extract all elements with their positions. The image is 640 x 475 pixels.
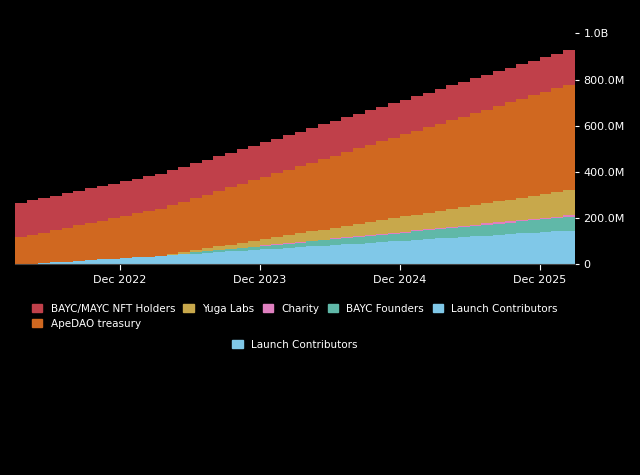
Legend: Launch Contributors: Launch Contributors xyxy=(228,336,362,354)
